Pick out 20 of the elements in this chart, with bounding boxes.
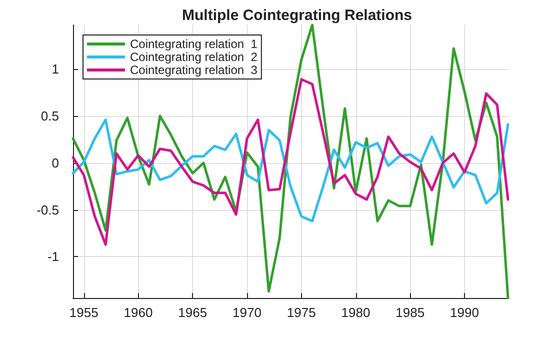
x-tick-label: 1970	[232, 305, 262, 320]
legend-label: Cointegrating relation 1	[130, 37, 258, 51]
legend-label: Cointegrating relation 3	[130, 63, 258, 77]
x-tick-label: 1985	[396, 305, 425, 320]
y-tick-label: 0	[52, 155, 59, 170]
chart-title: Multiple Cointegrating Relations	[182, 7, 412, 24]
x-tick-label: 1965	[178, 305, 208, 320]
x-tick-label: 1990	[450, 305, 479, 320]
line-series	[72, 24, 510, 300]
y-tick-label: -1	[47, 249, 59, 264]
x-tick-label: 1975	[286, 305, 316, 320]
x-tick-label: 1960	[124, 305, 153, 320]
legend-label: Cointegrating relation 2	[130, 50, 258, 64]
line-series	[72, 78, 510, 246]
y-tick-label: 0.5	[40, 108, 59, 124]
y-tick-label: -0.5	[36, 202, 59, 218]
line-series	[72, 118, 510, 222]
y-tick-label: 1	[52, 62, 59, 77]
x-tick-label: 1980	[341, 305, 370, 320]
x-tick-label: 1955	[69, 305, 98, 320]
